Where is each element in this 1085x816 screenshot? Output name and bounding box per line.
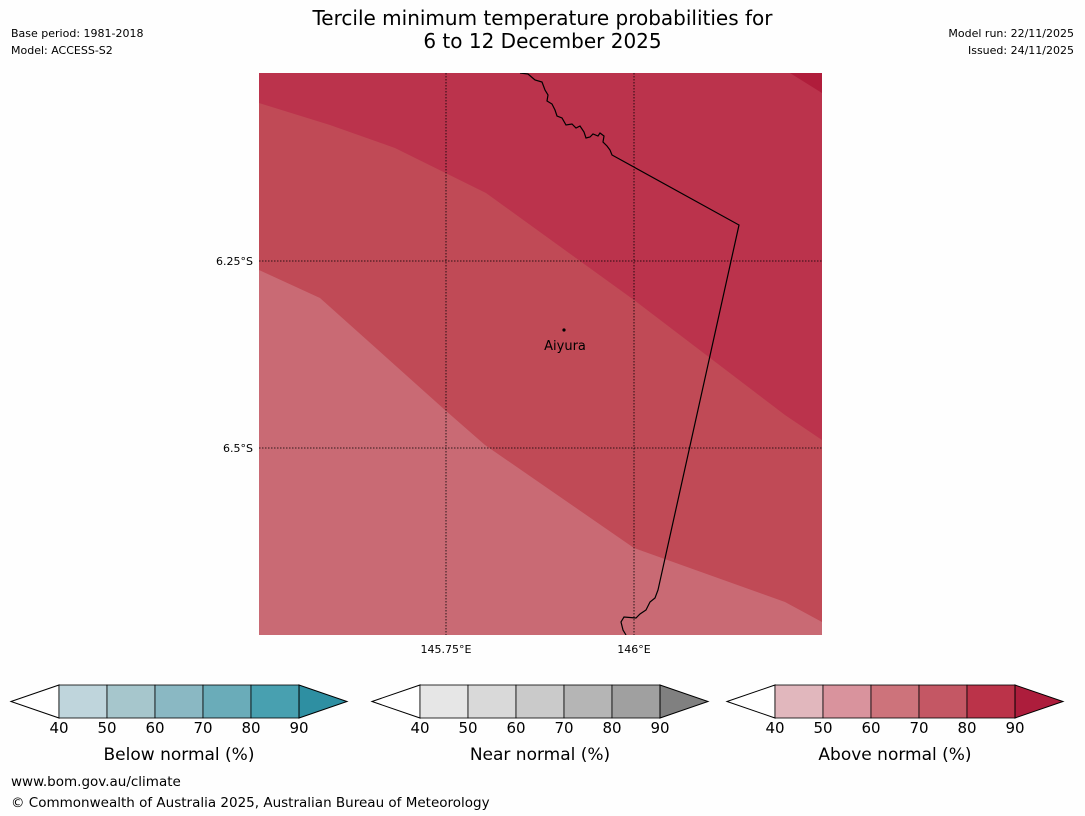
colorbar-tick: 40 [765,719,785,737]
colorbar-tick: 80 [602,719,622,737]
lon-label: 145.75°E [421,643,472,656]
colorbar-segment [966,684,1016,719]
colorbar-tick: 60 [506,719,526,737]
colorbar-tick: 80 [957,719,977,737]
colorbar-tick: 80 [241,719,261,737]
region-90-plus [790,73,822,93]
colorbar-tick: 40 [410,719,430,737]
colorbar-tick: 40 [49,719,69,737]
colorbar-segment [774,684,824,719]
colorbar-segment [611,684,661,719]
colorbar-extend-low [725,684,776,719]
base-period: Base period: 1981-2018 [11,27,144,40]
colorbar-tick: 50 [97,719,117,737]
colorbar-segment [918,684,968,719]
page-title: Tercile minimum temperature probabilitie… [0,7,1085,53]
colorbar-segment [154,684,204,719]
colorbar-segment [822,684,872,719]
place-label: Aiyura [544,339,586,354]
colorbar-tick: 60 [861,719,881,737]
probability-map: Aiyura 6.25°S 6.5°S 145.75°E 146°E [216,73,822,656]
lat-label: 6.25°S [216,255,253,268]
issued-date: Issued: 24/11/2025 [967,44,1074,57]
colorbar-tick: 70 [909,719,929,737]
colorbar-tick: 50 [813,719,833,737]
colorbar-segment [563,684,613,719]
meta-right: Model run: 22/11/2025 Issued: 24/11/2025 [948,25,1074,59]
colorbar-tick: 70 [554,719,574,737]
footer-url: www.bom.gov.au/climate [11,774,181,790]
colorbar-extend-high [1014,684,1065,719]
meta-left: Base period: 1981-2018 Model: ACCESS-S2 [11,25,143,59]
title-line-1: Tercile minimum temperature probabilitie… [312,6,773,30]
model-run: Model run: 22/11/2025 [948,27,1074,40]
colorbar-label: Above normal (%) [818,745,972,765]
model-name: Model: ACCESS-S2 [11,44,113,57]
border-line [519,73,740,635]
colorbar-segment [515,684,565,719]
colorbar-segment [106,684,156,719]
colorbar-tick: 50 [458,719,478,737]
colorbar-extend-high [659,684,710,719]
region-60-70 [259,270,822,635]
title-line-2: 6 to 12 December 2025 [423,29,662,53]
lon-label: 146°E [617,643,650,656]
colorbar-tick: 60 [145,719,165,737]
lat-label: 6.5°S [223,442,253,455]
colorbar-label: Below normal (%) [103,745,255,765]
colorbar-segment [870,684,920,719]
colorbar-tick: 70 [193,719,213,737]
colorbar-tick: 90 [1005,719,1025,737]
colorbar-tick: 90 [650,719,670,737]
colorbar-segment [250,684,300,719]
colorbar-tick: 90 [289,719,309,737]
colorbar-segment [58,684,108,719]
colorbar-segment [202,684,252,719]
footer-copyright: © Commonwealth of Australia 2025, Austra… [11,795,490,811]
aiyura-marker [562,328,566,332]
colorbar-label: Near normal (%) [469,745,611,765]
colorbar-extend-high [298,684,349,719]
